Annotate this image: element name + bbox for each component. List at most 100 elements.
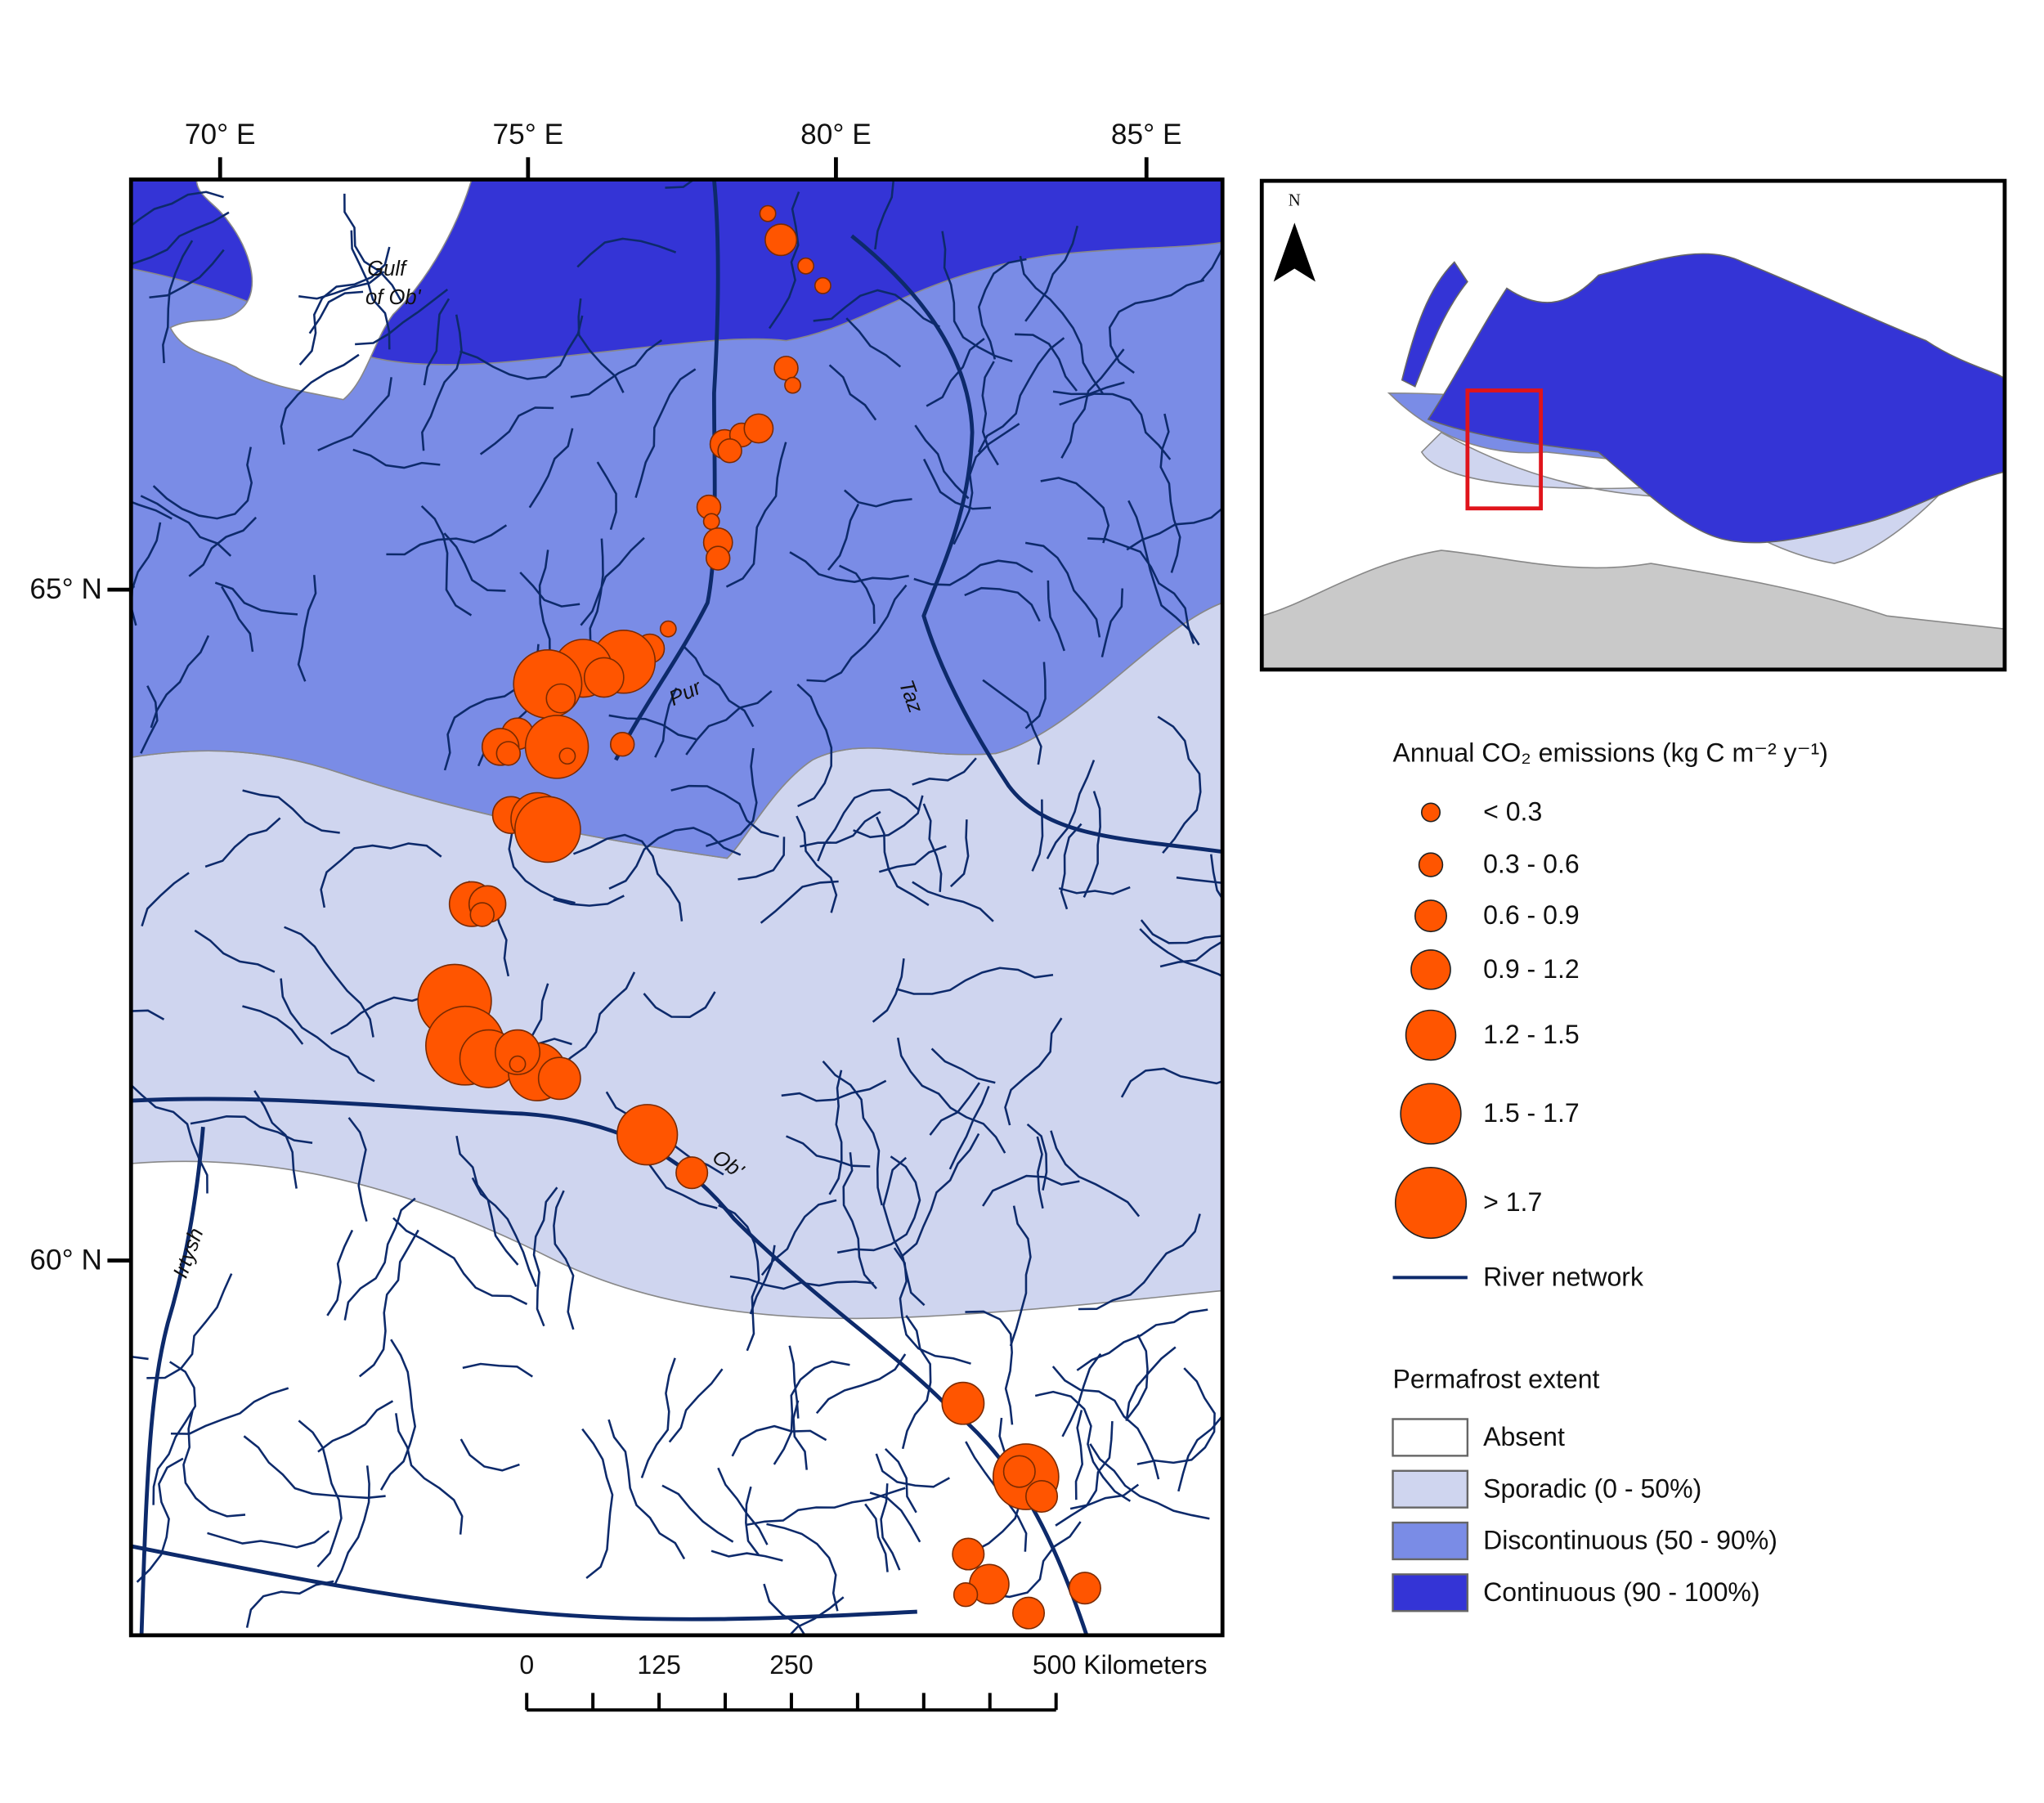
legend-label: Discontinuous (50 - 90%) [1483,1526,1777,1555]
emission-site [545,683,576,714]
river [1069,1483,1140,1510]
river [717,1467,769,1545]
river [1031,799,1044,872]
emission-site [558,747,576,765]
legend-label: 0.6 - 0.9 [1483,900,1580,930]
emission-sites [417,204,1101,1630]
lon-label: 80° E [800,119,872,150]
river [190,1115,313,1144]
river [893,1247,971,1365]
emission-site [759,204,777,222]
legend-swatch [1392,1469,1469,1509]
river [350,230,391,350]
river [146,1273,233,1379]
inset-map: N [1259,178,2007,672]
river [136,1457,184,1583]
river [379,1339,417,1491]
river [1083,791,1101,898]
river [745,1486,760,1557]
scale-bar: 0 125 250 500 Kilometers [519,1650,1208,1712]
river [207,1530,330,1549]
river [532,1186,558,1327]
river [948,1085,990,1170]
river [1051,1366,1160,1480]
river [806,584,908,683]
river [421,314,463,451]
river [766,1523,839,1612]
river [471,1177,537,1287]
river [298,271,385,300]
river [308,290,364,334]
river [634,368,697,498]
river [459,1438,520,1472]
river [902,1132,980,1257]
main-river [131,1097,1089,1635]
river [725,442,787,588]
lat-label: 60° N [29,1244,102,1276]
emission-site [953,1581,979,1608]
river [140,685,159,754]
river [131,500,173,520]
river [280,978,375,1083]
river [462,1362,533,1378]
emission-site [717,438,742,464]
river [839,564,876,624]
river [1140,919,1223,944]
river [827,503,859,571]
river [914,424,970,500]
river [882,1156,926,1307]
legend-label: > 1.7 [1483,1187,1542,1217]
river [965,1310,1014,1425]
river [131,211,230,266]
river [760,880,839,924]
river [1127,500,1200,646]
emission-site [773,356,799,381]
river [1024,541,1101,638]
gulf-label: Gulf [367,258,408,280]
lon-label: 75° E [493,119,564,150]
emission-site [952,1537,985,1571]
emission-site [797,257,814,275]
river [912,757,977,786]
river [731,1424,827,1457]
river [661,1484,734,1543]
river [204,817,281,868]
river [1024,662,1047,729]
river [608,714,697,741]
legend-label: Continuous (90 - 100%) [1483,1577,1759,1607]
river [796,684,833,808]
river [1126,1334,1149,1420]
river [643,1157,718,1209]
river [901,1315,932,1450]
river [538,549,551,657]
river [878,845,947,873]
legend-title: Permafrost extent [1393,1364,1600,1393]
river [828,1070,843,1195]
scale-label: 500 Kilometers [1033,1650,1208,1680]
river [922,458,992,510]
river-network [131,179,1223,1635]
emission-site [616,1104,679,1166]
river [317,1400,394,1453]
river [737,836,786,881]
river [844,489,912,508]
river [242,1005,304,1045]
river [1036,1136,1044,1209]
river [1176,876,1223,885]
main-river [850,234,1223,854]
river [792,1400,808,1470]
emission-site [514,796,581,863]
river [519,572,580,608]
lat-label: 65° N [29,573,102,605]
main-river [614,179,720,761]
graticule-ticks [107,157,1149,1263]
river [553,895,625,907]
river [670,784,779,838]
river [788,1596,845,1635]
river [718,1204,760,1352]
river [1078,1213,1201,1311]
river [1100,588,1124,657]
river [149,249,225,299]
river [580,536,645,626]
river [1055,1420,1114,1527]
